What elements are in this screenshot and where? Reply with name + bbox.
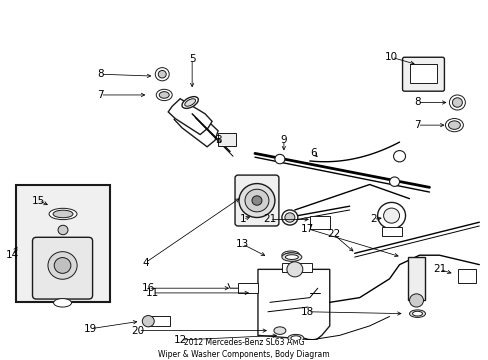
Circle shape bbox=[251, 196, 262, 205]
Text: 17: 17 bbox=[301, 224, 314, 234]
Ellipse shape bbox=[53, 210, 73, 218]
Ellipse shape bbox=[184, 99, 195, 106]
Text: 2012 Mercedes-Benz SL63 AMG
Wiper & Washer Components, Body Diagram: 2012 Mercedes-Benz SL63 AMG Wiper & Wash… bbox=[158, 338, 329, 359]
Bar bbox=[148, 316, 170, 326]
Text: 7: 7 bbox=[97, 90, 103, 100]
Bar bbox=[457, 269, 475, 283]
Text: 11: 11 bbox=[145, 288, 159, 298]
Circle shape bbox=[377, 202, 405, 229]
FancyBboxPatch shape bbox=[402, 57, 444, 91]
Bar bbox=[238, 283, 258, 293]
Text: 1: 1 bbox=[239, 215, 246, 224]
Polygon shape bbox=[258, 269, 329, 340]
Text: 8: 8 bbox=[97, 69, 103, 79]
Ellipse shape bbox=[285, 255, 298, 260]
Text: 15: 15 bbox=[32, 195, 45, 206]
Circle shape bbox=[408, 294, 423, 307]
FancyBboxPatch shape bbox=[32, 237, 92, 299]
Ellipse shape bbox=[412, 311, 422, 316]
Bar bbox=[16, 185, 110, 302]
Ellipse shape bbox=[273, 327, 285, 334]
Text: 13: 13 bbox=[235, 239, 248, 249]
Text: 6: 6 bbox=[310, 148, 316, 158]
Ellipse shape bbox=[287, 334, 303, 342]
FancyBboxPatch shape bbox=[235, 175, 278, 226]
Text: 10: 10 bbox=[384, 52, 397, 62]
Circle shape bbox=[58, 225, 68, 235]
Bar bbox=[281, 263, 311, 272]
Bar bbox=[407, 257, 425, 300]
Circle shape bbox=[48, 252, 77, 279]
Bar bbox=[408, 64, 437, 83]
Text: 21: 21 bbox=[432, 264, 445, 274]
Circle shape bbox=[155, 68, 169, 81]
Circle shape bbox=[448, 95, 465, 110]
Text: 5: 5 bbox=[188, 54, 195, 64]
Circle shape bbox=[244, 189, 268, 212]
Polygon shape bbox=[168, 99, 212, 135]
Ellipse shape bbox=[49, 208, 77, 220]
Circle shape bbox=[451, 98, 462, 107]
Bar bbox=[381, 227, 401, 237]
Ellipse shape bbox=[445, 118, 463, 132]
Ellipse shape bbox=[281, 253, 301, 261]
Bar bbox=[309, 216, 329, 229]
Text: 9: 9 bbox=[280, 135, 286, 145]
Ellipse shape bbox=[182, 96, 198, 108]
Text: 3: 3 bbox=[214, 135, 221, 145]
Circle shape bbox=[54, 257, 71, 273]
Text: 7: 7 bbox=[413, 120, 420, 130]
Ellipse shape bbox=[54, 298, 71, 307]
Circle shape bbox=[285, 213, 294, 222]
Ellipse shape bbox=[290, 336, 300, 341]
Text: 12: 12 bbox=[173, 335, 186, 345]
Text: 14: 14 bbox=[6, 250, 19, 260]
Ellipse shape bbox=[159, 92, 169, 98]
Text: 16: 16 bbox=[142, 283, 155, 293]
Ellipse shape bbox=[285, 253, 296, 257]
Circle shape bbox=[393, 150, 405, 162]
Circle shape bbox=[286, 262, 302, 277]
Circle shape bbox=[389, 177, 399, 186]
Text: 4: 4 bbox=[142, 258, 148, 268]
Circle shape bbox=[383, 208, 399, 223]
Text: 20: 20 bbox=[131, 325, 144, 336]
Ellipse shape bbox=[156, 89, 172, 100]
Text: 21: 21 bbox=[263, 215, 276, 224]
Bar bbox=[218, 133, 236, 146]
Text: 19: 19 bbox=[83, 324, 97, 334]
Circle shape bbox=[274, 154, 285, 164]
Circle shape bbox=[239, 184, 274, 217]
Text: 8: 8 bbox=[413, 98, 420, 108]
Circle shape bbox=[158, 71, 166, 78]
Text: 18: 18 bbox=[301, 307, 314, 317]
Text: 2: 2 bbox=[369, 215, 376, 224]
Ellipse shape bbox=[447, 121, 459, 129]
Circle shape bbox=[142, 315, 154, 327]
Ellipse shape bbox=[408, 310, 425, 318]
Text: 22: 22 bbox=[326, 229, 340, 239]
Polygon shape bbox=[174, 104, 218, 147]
Circle shape bbox=[281, 210, 297, 225]
Ellipse shape bbox=[281, 251, 299, 260]
